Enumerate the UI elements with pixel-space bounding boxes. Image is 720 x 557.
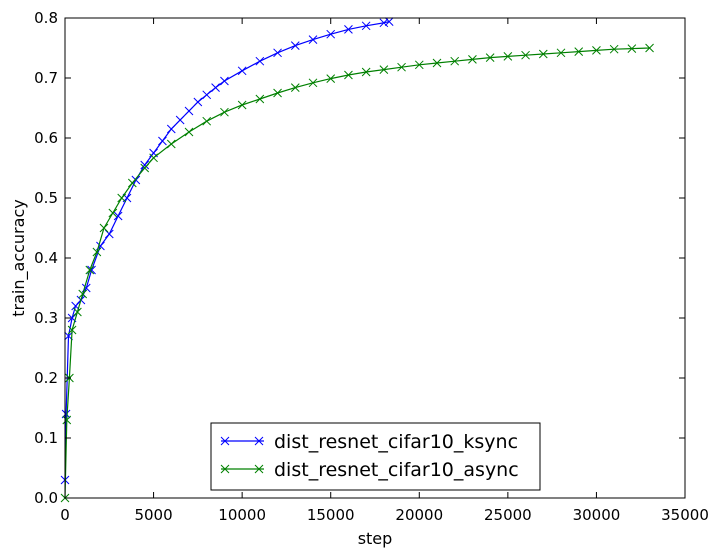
legend-marker — [220, 464, 230, 474]
data-point — [645, 43, 654, 53]
data-point — [503, 52, 513, 61]
data-point — [468, 55, 477, 64]
x-tick-label: 0 — [60, 506, 70, 524]
data-point — [627, 44, 637, 53]
x-tick-label: 15000 — [307, 506, 355, 524]
data-point — [609, 44, 619, 54]
data-point — [184, 127, 194, 137]
y-tick-label: 0.1 — [34, 429, 58, 447]
data-point — [166, 124, 176, 134]
data-point — [361, 67, 371, 77]
data-point — [166, 139, 176, 149]
legend-marker — [254, 436, 264, 446]
data-point — [158, 136, 167, 146]
x-tick-label: 20000 — [395, 506, 443, 524]
y-axis-label: train_accuracy — [9, 199, 29, 316]
y-tick-label: 0.4 — [34, 249, 58, 267]
y-tick-label: 0.8 — [34, 9, 58, 27]
data-point — [308, 78, 318, 88]
data-point — [127, 178, 137, 188]
data-point — [211, 83, 220, 92]
data-point — [220, 107, 229, 117]
data-point — [273, 48, 282, 58]
data-point — [397, 62, 406, 72]
data-point — [290, 41, 300, 50]
data-point — [326, 74, 336, 83]
y-tick-label: 0.6 — [34, 129, 58, 147]
data-point — [344, 25, 353, 34]
data-point — [140, 163, 150, 173]
data-point — [184, 106, 194, 116]
data-point — [237, 100, 247, 110]
x-tick-label: 35000 — [661, 506, 709, 524]
data-point — [108, 208, 118, 218]
data-point — [175, 115, 185, 125]
x-tick-label: 5000 — [134, 506, 172, 524]
legend: dist_resnet_cifar10_ksync dist_resnet_cif… — [210, 422, 541, 491]
data-point — [149, 153, 158, 163]
data-point — [73, 307, 82, 317]
data-point — [67, 325, 77, 335]
data-point — [361, 21, 371, 31]
data-point — [99, 223, 109, 233]
series-line-2 — [64, 47, 650, 499]
axis-ticks: 0 5000 10000 15000 20000 25000 30000 35000 0.0 0.… — [34, 9, 709, 524]
data-point — [85, 265, 95, 275]
data-point — [193, 97, 203, 107]
x-tick-label: 25000 — [484, 506, 532, 524]
data-point — [432, 58, 442, 68]
data-point — [202, 116, 212, 126]
data-point — [92, 247, 102, 257]
y-tick-label: 0.5 — [34, 189, 58, 207]
data-point — [556, 48, 566, 58]
y-tick-label: 0.3 — [34, 309, 58, 327]
y-tick-label: 0.2 — [34, 369, 58, 387]
data-point — [78, 289, 88, 299]
series-line-1 — [64, 21, 390, 481]
data-point — [450, 56, 460, 66]
data-point — [62, 415, 72, 425]
data-point — [255, 94, 265, 104]
data-point — [117, 193, 127, 203]
data-point — [308, 35, 318, 44]
legend-box — [210, 422, 541, 491]
data-point — [113, 211, 123, 221]
data-point — [273, 88, 282, 98]
data-point — [237, 66, 247, 76]
legend-marker — [220, 436, 230, 446]
data-point — [592, 46, 601, 55]
x-tick-label: 10000 — [218, 506, 266, 524]
y-tick-label: 0.0 — [34, 489, 58, 507]
legend-label: dist_resnet_cifar10_ksync — [274, 431, 518, 453]
data-point — [344, 70, 353, 80]
data-point — [538, 49, 548, 59]
legend-label: dist_resnet_cifar10_async — [274, 459, 519, 481]
data-point — [140, 160, 150, 170]
data-point — [574, 47, 584, 56]
plot-marks — [60, 17, 654, 503]
data-point — [379, 18, 389, 28]
x-tick-label: 30000 — [573, 506, 621, 524]
data-point — [521, 50, 530, 60]
legend-entries: dist_resnet_cifar10_ksync dist_resnet_cif… — [220, 431, 519, 481]
data-point — [485, 53, 495, 62]
data-point — [202, 90, 212, 100]
data-point — [384, 17, 394, 26]
data-point — [414, 60, 424, 70]
data-point — [379, 65, 389, 74]
x-axis-label: step — [358, 529, 393, 548]
legend-marker — [254, 464, 264, 474]
data-point — [290, 83, 300, 92]
data-point — [326, 29, 336, 39]
data-point — [220, 76, 229, 86]
y-tick-label: 0.7 — [34, 69, 58, 87]
data-point — [255, 56, 265, 66]
